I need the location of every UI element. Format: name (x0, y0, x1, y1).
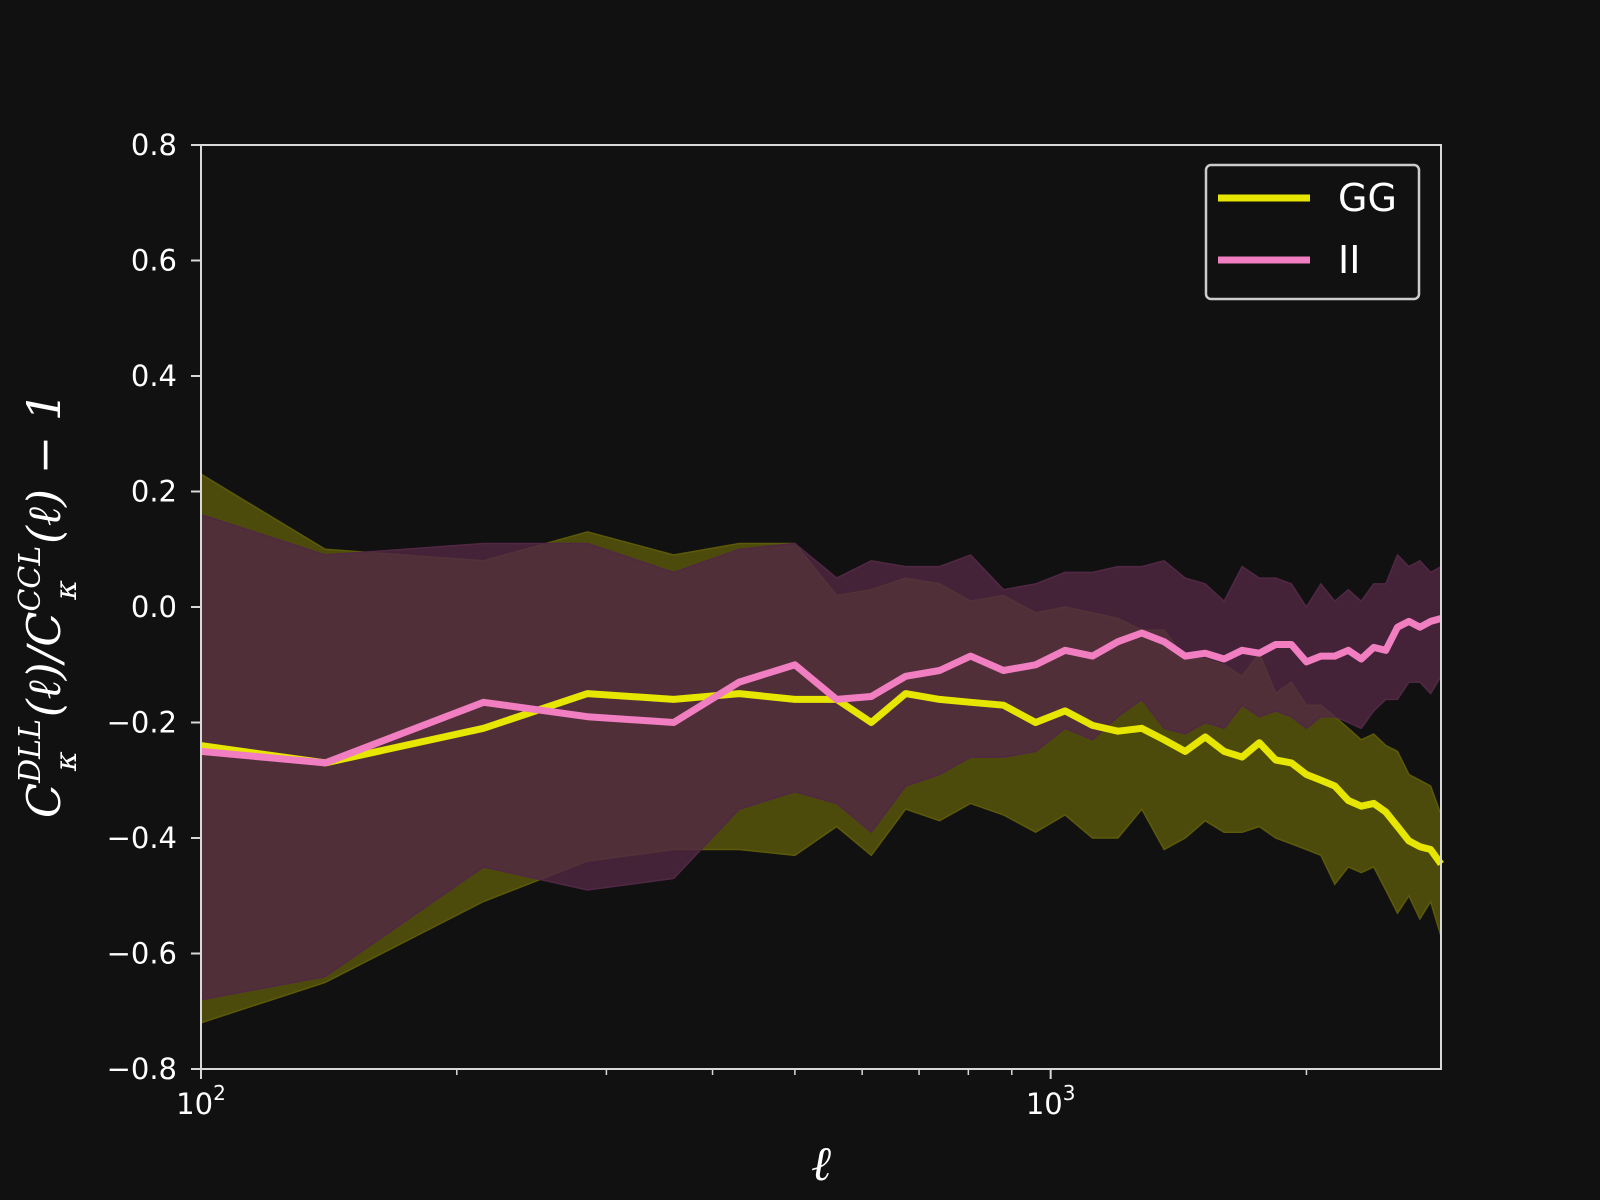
line-gg (200, 690, 1444, 867)
y-tick-label: 0.2 (131, 475, 177, 509)
line-ii (200, 615, 1442, 767)
legend-label-ii: II (1338, 238, 1360, 282)
y-label-sup2: CCL (13, 546, 48, 612)
x-axis-ticks: 102 103 (176, 1069, 1308, 1121)
y-tick-label: 0.6 (131, 244, 177, 278)
y-label-sub1: κ (49, 751, 84, 772)
x-tick-exponent: 2 (213, 1081, 226, 1105)
x-axis-label: ℓ (811, 1136, 831, 1192)
y-axis-ticks: −0.8 −0.6 −0.4 −0.2 0.0 0.2 0.4 0.6 0.8 (107, 128, 201, 1086)
y-label-suffix: (ℓ) − 1 (17, 392, 71, 544)
y-tick-label: −0.2 (107, 706, 177, 740)
y-tick-label: −0.4 (107, 821, 177, 855)
y-label-sup1: DLL (13, 719, 48, 784)
x-tick-base: 10 (176, 1087, 213, 1121)
series-lines (200, 615, 1444, 867)
x-tick-label: 103 (1026, 1081, 1076, 1121)
y-tick-label: −0.6 (107, 937, 177, 971)
y-axis-label: CDLLκ(ℓ)/CCCLκ(ℓ) − 1 (13, 392, 84, 818)
y-label-sub2: κ (49, 580, 84, 601)
x-tick-label: 102 (176, 1081, 226, 1121)
y-label-prefix: C (17, 783, 71, 818)
y-tick-label: 0.8 (131, 128, 177, 162)
y-label-mid: (ℓ)/C (17, 612, 71, 718)
legend: GG II (1204, 163, 1421, 301)
y-tick-label: 0.0 (131, 590, 177, 624)
legend-label-gg: GG (1338, 176, 1397, 220)
y-tick-label: 0.4 (131, 359, 177, 393)
y-tick-label: −0.8 (107, 1052, 177, 1086)
x-tick-exponent: 3 (1063, 1081, 1076, 1105)
x-tick-base: 10 (1026, 1087, 1063, 1121)
